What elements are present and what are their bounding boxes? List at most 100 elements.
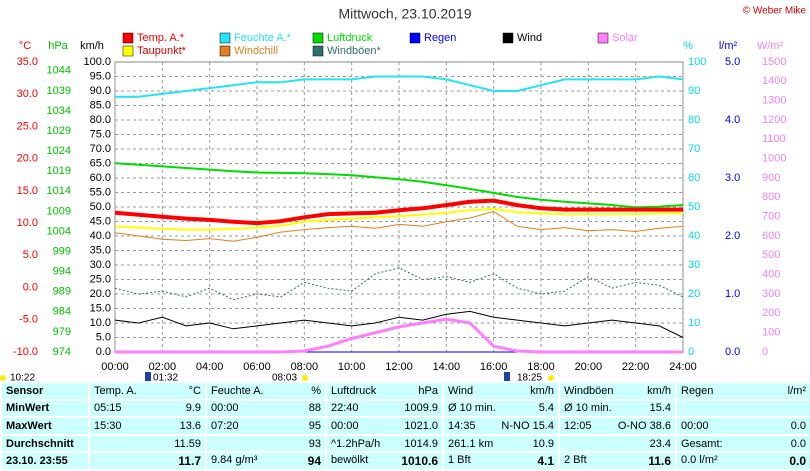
table-cell: Wind km/h [442, 381, 560, 401]
x-tick-label: 04:00 [196, 361, 224, 373]
cell-text: 9.9 [185, 402, 201, 415]
y-tick-label: 700 [762, 211, 780, 223]
cell-text: 15:30 [94, 419, 122, 432]
table-row: MinWert 05:15 9.9 00:00 88 22:40 1009.9 Ø 10 mi… [0, 398, 810, 419]
y-tick-label: 999 [53, 245, 71, 257]
cell-text: Ø 10 min. [448, 402, 496, 415]
y-tick-label: 20.0 [90, 288, 111, 300]
y-tick-label: 10.0 [17, 217, 38, 229]
y-tick-label: 50 [688, 201, 700, 213]
y-tick-label: 1014 [47, 185, 71, 197]
time-annotation: 08:03 [272, 373, 297, 381]
table-cell: 00:00 1021.0 [325, 416, 444, 436]
y-tick-label: 900 [762, 172, 780, 184]
summary-table: Sensor Temp. A. °C Feuchte A.% Luftdruck hPa W… [0, 381, 810, 471]
x-tick-label: 16:00 [480, 361, 508, 373]
legend-swatch [312, 32, 324, 44]
time-annotation: 10:22 [10, 373, 35, 381]
sun-icon [302, 375, 308, 381]
cell-text: Gesamt: [681, 437, 723, 450]
cell-text: 23.4 [649, 437, 671, 450]
series-line [115, 75, 684, 98]
cell-text: 00:00 [331, 419, 359, 432]
legend-label: Wind [517, 32, 542, 44]
axis-title: % [683, 40, 693, 52]
y-tick-label: 5.0 [725, 56, 740, 68]
table-cell: Windböen km/h [558, 381, 677, 401]
y-tick-label: 10 [688, 317, 700, 329]
y-tick-label: 800 [762, 191, 780, 203]
cell-text: 11.7 [178, 454, 201, 469]
table-cell: Regen l/m² [675, 381, 810, 401]
cell-text: 00:00 [681, 419, 709, 432]
table-cell: 0.0 l/m² 0.0 [675, 451, 810, 471]
y-tick-label: 200 [762, 307, 780, 319]
y-tick-label: 1034 [47, 105, 71, 117]
y-tick-label: 0 [688, 346, 694, 358]
cell-text: 12:05 [564, 419, 592, 432]
y-tick-label: 989 [53, 286, 71, 298]
copyright: © Weber Mike [743, 6, 807, 17]
table-cell: Luftdruck hPa [325, 381, 444, 401]
cell-text: 88 [308, 402, 321, 415]
y-tick-label: 70 [688, 143, 700, 155]
table-cell: 22:40 1009.9 [325, 398, 444, 419]
cell-text: 11.6 [648, 454, 671, 469]
legend-label: Regen [424, 32, 456, 44]
legend-label: Windchill [234, 45, 278, 57]
table-cell: 93 [205, 433, 327, 454]
moon-icon [504, 372, 510, 381]
table-cell: Feuchte A.% [205, 381, 327, 401]
cell-text: 2 Bft [564, 454, 587, 467]
y-tick-label: 1400 [762, 75, 786, 87]
y-tick-label: 984 [53, 306, 71, 318]
table-cell: 23.4 [558, 433, 677, 454]
y-tick-label: 1300 [762, 95, 786, 107]
cell-text: Sensor [6, 384, 44, 397]
cell-text: 10.9 [532, 437, 554, 450]
x-tick-label: 08:00 [291, 361, 319, 373]
y-tick-label: 100 [762, 327, 780, 339]
y-tick-label: 35.0 [90, 244, 111, 256]
table-cell: ^1.2hPa/h 1014.9 [325, 433, 444, 454]
cell-text: 1021.0 [404, 419, 438, 432]
y-tick-label: 90 [688, 85, 700, 97]
y-tick-label: 3.0 [725, 172, 740, 184]
moon-icon [145, 372, 151, 381]
y-tick-label: -5.0 [19, 314, 38, 326]
cell-text: °C [188, 384, 201, 397]
table-cell: 14:35 N-NO 15.4 [442, 416, 560, 436]
table-cell [675, 398, 810, 419]
y-tick-label: 4.0 [725, 114, 740, 126]
y-tick-label: 70.0 [90, 143, 111, 155]
sun-icon [0, 375, 6, 381]
cell-text: 5.4 [538, 402, 554, 415]
x-tick-label: 22:00 [622, 361, 650, 373]
y-tick-label: 80 [688, 114, 700, 126]
x-tick-label: 10:00 [338, 361, 366, 373]
y-tick-label: 95.0 [90, 70, 111, 82]
legend-label: Taupunkt* [137, 45, 187, 57]
series-line [114, 210, 684, 242]
cell-text: 23.10. 23:55 [6, 455, 68, 468]
cell-text: 05:15 [94, 402, 122, 415]
cell-text: Regen [681, 384, 714, 397]
chart-title: Mittwoch, 23.10.2019 [338, 6, 471, 22]
y-tick-label: 75.0 [90, 128, 111, 140]
y-tick-label: 994 [53, 266, 71, 278]
legend-label: Windböen* [327, 45, 382, 57]
y-tick-label: 1009 [47, 205, 71, 217]
axis-title: l/m² [719, 40, 738, 52]
series-line [115, 317, 683, 354]
cell-text: 1010.6 [401, 454, 438, 469]
cell-text: Windböen [564, 384, 614, 397]
table-cell: Durchschnitt [0, 433, 90, 454]
cell-text: 0.0 [789, 454, 806, 469]
y-tick-label: 15.0 [17, 185, 38, 197]
y-tick-label: 35.0 [17, 56, 38, 68]
y-tick-label: 60 [688, 172, 700, 184]
legend-swatch [312, 45, 324, 57]
cell-text: MaxWert [6, 419, 52, 432]
legend-swatch [219, 45, 231, 57]
cell-text: km/h [647, 384, 671, 397]
